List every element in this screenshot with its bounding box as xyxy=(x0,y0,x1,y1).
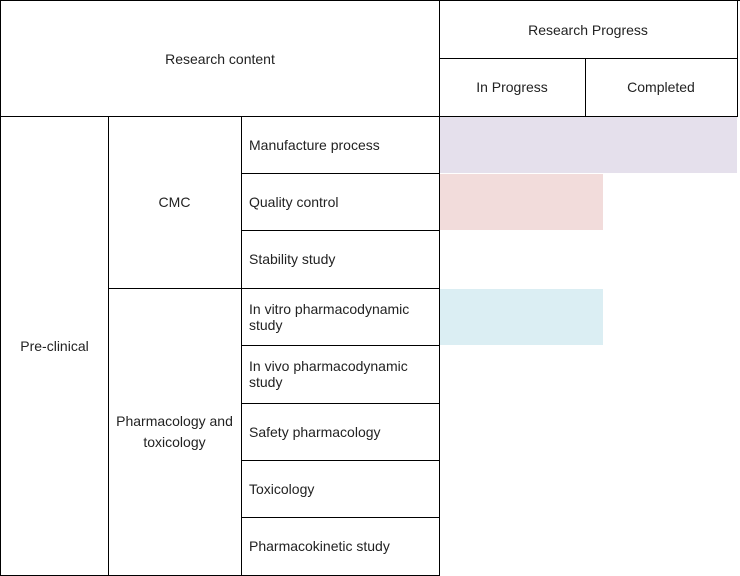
stage-cell: Pre-clinical xyxy=(1,116,108,575)
research-content-header: Research content xyxy=(1,1,439,116)
item-cell: Quality control xyxy=(241,173,439,230)
grid-line xyxy=(737,58,738,116)
grid-line xyxy=(241,517,439,518)
item-cell: Stability study xyxy=(241,230,439,288)
item-cell: Safety pharmacology xyxy=(241,403,439,460)
progress-bar xyxy=(440,289,603,345)
item-label: Stability study xyxy=(249,251,336,267)
grid-line xyxy=(108,288,439,289)
progress-bar xyxy=(440,117,737,173)
group-label-cmc: CMC xyxy=(158,194,191,210)
item-label: In vitro pharmacodynamic study xyxy=(249,300,410,333)
grid-line xyxy=(0,0,740,1)
item-label: In vivo pharmacodynamic study xyxy=(249,358,408,390)
grid-line xyxy=(241,403,439,404)
in-progress-header-label: In Progress xyxy=(476,79,548,95)
item-cell: In vitro pharmacodynamic study xyxy=(241,288,439,345)
grid-line xyxy=(241,116,242,576)
group-cell-pharmacology: Pharmacology and toxicology xyxy=(108,288,241,575)
stage-label: Pre-clinical xyxy=(20,337,89,354)
grid-line xyxy=(0,116,738,117)
progress-bar xyxy=(440,174,603,230)
group-label-pharmacology: Pharmacology and toxicology xyxy=(116,412,233,450)
completed-header: Completed xyxy=(585,58,737,116)
grid-line xyxy=(241,345,439,346)
item-label: Safety pharmacology xyxy=(249,423,381,440)
item-cell: Pharmacokinetic study xyxy=(241,517,439,575)
grid-line xyxy=(241,173,439,174)
grid-line xyxy=(241,230,439,231)
item-label: Manufacture process xyxy=(249,136,380,153)
item-cell: In vivo pharmacodynamic study xyxy=(241,345,439,403)
item-cell: Toxicology xyxy=(241,460,439,517)
item-cell: Manufacture process xyxy=(241,116,439,173)
grid-line xyxy=(439,0,440,576)
grid-line xyxy=(0,0,1,576)
item-label: Quality control xyxy=(249,193,339,210)
completed-header-label: Completed xyxy=(627,79,695,95)
in-progress-header: In Progress xyxy=(439,58,585,116)
grid-line xyxy=(737,0,738,58)
grid-line xyxy=(108,116,109,576)
grid-line xyxy=(585,58,586,116)
research-progress-header: Research Progress xyxy=(439,1,737,58)
grid-line xyxy=(241,460,439,461)
item-label: Toxicology xyxy=(249,480,315,497)
research-content-header-label: Research content xyxy=(165,50,275,67)
grid-line xyxy=(439,58,738,59)
group-cell-cmc: CMC xyxy=(108,116,241,288)
research-progress-header-label: Research Progress xyxy=(528,21,648,38)
item-label: Pharmacokinetic study xyxy=(249,538,390,554)
